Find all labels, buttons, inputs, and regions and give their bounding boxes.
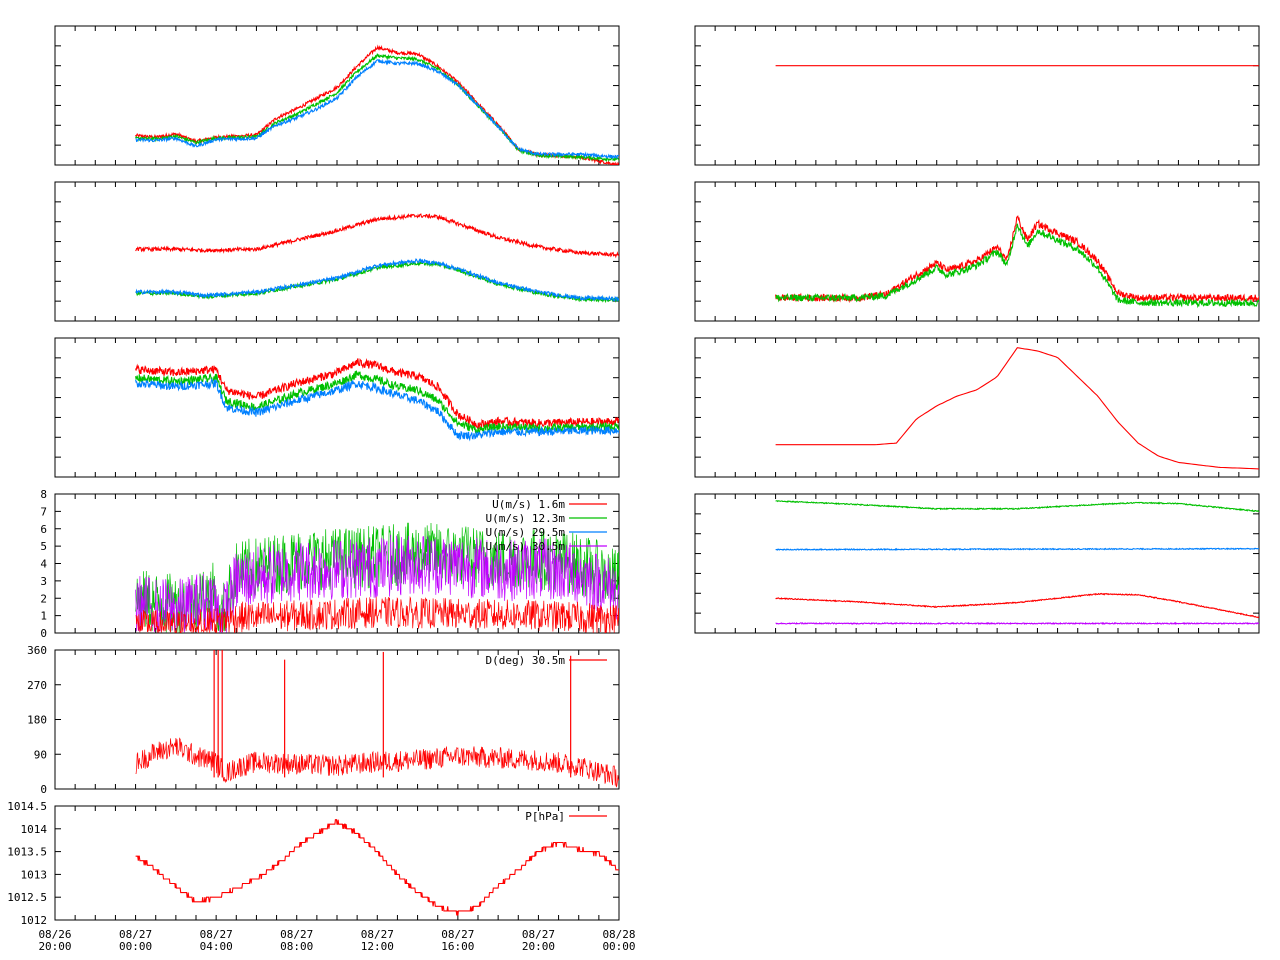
x-tick-label-time: 16:00 bbox=[441, 940, 474, 953]
panel-left-4: 0 1 2 3 4 5 6 7 8 U(m/s) 1.6mU(m/s) 12.3mU(m/s) 2… bbox=[40, 488, 620, 640]
x-tick-label-date: 08/27 bbox=[441, 928, 474, 941]
legend-label: U(m/s) 29.5m bbox=[486, 526, 566, 539]
y-tick-label: 1013.5 bbox=[7, 846, 47, 859]
panel-right-4 bbox=[694, 493, 1260, 634]
series-line-red bbox=[775, 592, 1259, 619]
legend-label: D(deg) 30.5m bbox=[486, 654, 566, 667]
legend-label: P[hPa] bbox=[525, 810, 565, 823]
series-line-blue bbox=[775, 547, 1259, 552]
series-line-red bbox=[135, 596, 619, 633]
x-tick-label-time: 20:00 bbox=[38, 940, 71, 953]
series-line-green bbox=[775, 500, 1259, 513]
y-tick-label: 0 bbox=[40, 783, 47, 796]
legend-label: U(m/s) 30.5m bbox=[486, 540, 566, 553]
series-line-purple bbox=[775, 621, 1259, 626]
legend-label: U(m/s) 12.3m bbox=[486, 512, 566, 525]
x-tick-label-time: 04:00 bbox=[200, 940, 233, 953]
plot-frame bbox=[694, 337, 1260, 478]
x-tick-label-time: 08:00 bbox=[280, 940, 313, 953]
x-tick-label-time: 00:00 bbox=[119, 940, 152, 953]
series-line-red bbox=[775, 347, 1259, 470]
y-tick-label: 3 bbox=[40, 575, 47, 588]
x-tick-label-date: 08/28 bbox=[602, 928, 635, 941]
panel-left-6: 1012 1012.5 1013 1013.5 1014 1014.5 P[hPa] bbox=[7, 800, 620, 927]
series-line-blue bbox=[135, 377, 619, 442]
series-line-red bbox=[135, 358, 619, 430]
series-line-green bbox=[135, 522, 619, 633]
y-tick-label: 180 bbox=[27, 714, 47, 727]
y-tick-label: 360 bbox=[27, 644, 47, 657]
series-line-green bbox=[135, 53, 619, 163]
series-line-blue bbox=[135, 258, 619, 302]
series-line-red bbox=[135, 44, 619, 165]
series-line-red bbox=[775, 215, 1259, 304]
y-tick-label: 90 bbox=[34, 748, 47, 761]
series-line-purple bbox=[135, 534, 619, 633]
x-tick-label-date: 08/27 bbox=[280, 928, 313, 941]
series-line-green bbox=[135, 370, 619, 435]
y-tick-label: 4 bbox=[40, 558, 47, 571]
panel-left-1 bbox=[54, 25, 620, 166]
y-tick-label: 2 bbox=[40, 592, 47, 605]
panel-right-3 bbox=[694, 337, 1260, 478]
x-tick-label-date: 08/26 bbox=[38, 928, 71, 941]
plot-frame bbox=[54, 181, 620, 322]
y-tick-label: 1012 bbox=[21, 914, 48, 927]
y-tick-label: 1013 bbox=[21, 868, 48, 881]
x-tick-label-time: 12:00 bbox=[361, 940, 394, 953]
x-tick-label-time: 20:00 bbox=[522, 940, 555, 953]
series-line-red bbox=[135, 819, 619, 916]
panel-right-2 bbox=[694, 181, 1260, 322]
x-tick-label-date: 08/27 bbox=[200, 928, 233, 941]
y-tick-label: 0 bbox=[40, 627, 47, 640]
plot-frame bbox=[694, 25, 1260, 166]
y-tick-label: 5 bbox=[40, 540, 47, 553]
plot-frame bbox=[694, 493, 1260, 634]
series-line-green bbox=[775, 223, 1259, 309]
plot-frame bbox=[54, 337, 620, 478]
y-tick-label: 1012.5 bbox=[7, 891, 47, 904]
y-tick-label: 1 bbox=[40, 610, 47, 623]
series-line-blue bbox=[135, 58, 619, 160]
x-tick-label-date: 08/27 bbox=[522, 928, 555, 941]
x-tick-label-date: 08/27 bbox=[361, 928, 394, 941]
y-tick-label: 1014 bbox=[21, 823, 48, 836]
y-tick-label: 7 bbox=[40, 505, 47, 518]
panel-left-5: 0 90 180 270 360 D(deg) 30.5m bbox=[27, 644, 620, 796]
series-line-red bbox=[135, 213, 619, 259]
panel-right-1 bbox=[694, 25, 1260, 166]
y-tick-label: 1014.5 bbox=[7, 800, 47, 813]
x-tick-label-date: 08/27 bbox=[119, 928, 152, 941]
y-tick-label: 8 bbox=[40, 488, 47, 501]
legend-label: U(m/s) 1.6m bbox=[492, 498, 565, 511]
x-tick-label-time: 00:00 bbox=[602, 940, 635, 953]
panel-left-3 bbox=[54, 337, 620, 478]
y-tick-label: 6 bbox=[40, 523, 47, 536]
panel-left-2 bbox=[54, 181, 620, 322]
y-tick-label: 270 bbox=[27, 679, 47, 692]
series-line-red bbox=[135, 737, 619, 788]
